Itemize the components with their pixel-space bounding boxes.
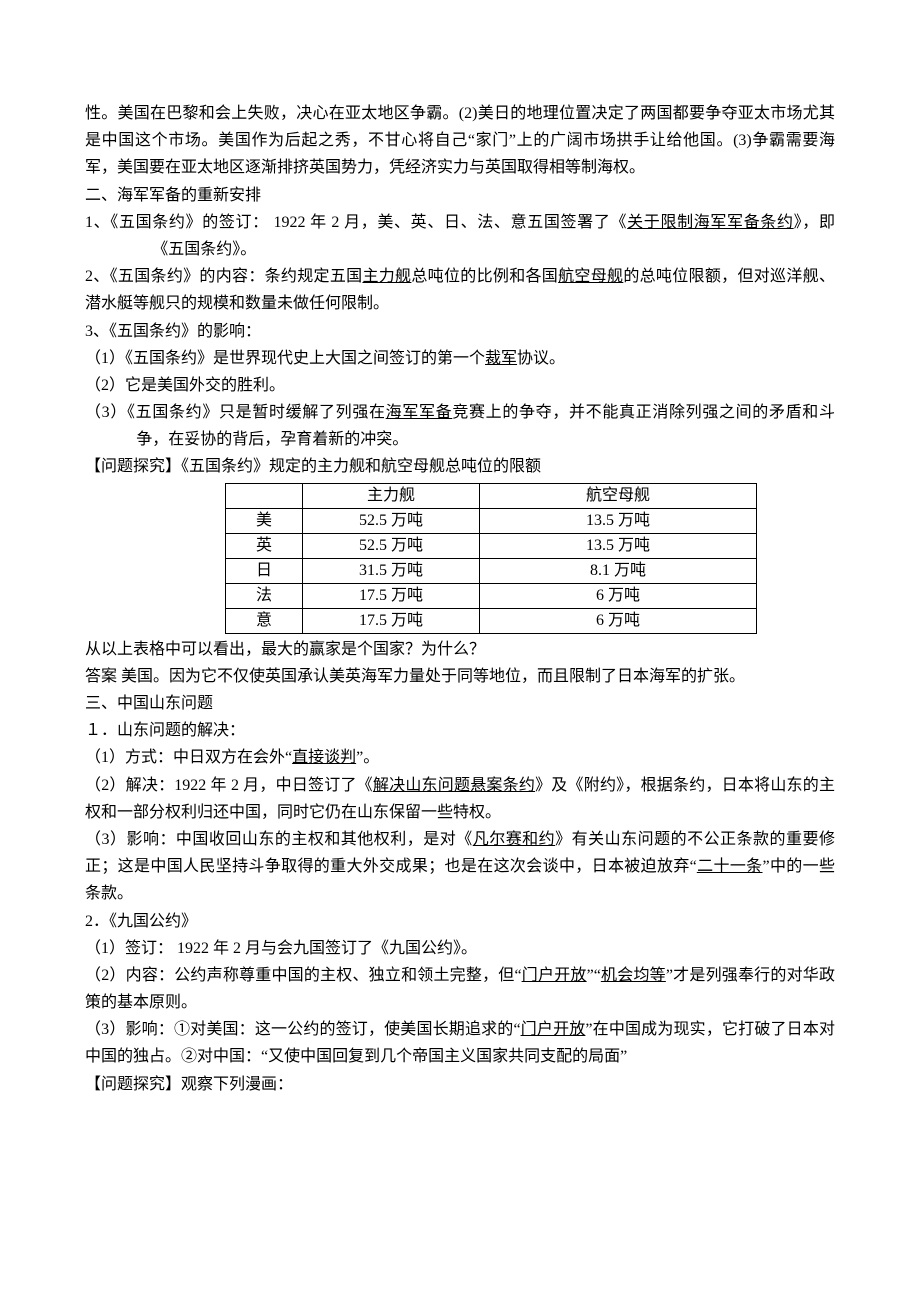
table-row: 英 52.5 万吨 13.5 万吨: [226, 533, 757, 558]
text: （2）内容：公约声称尊重中国的主权、独立和领土完整，但“: [85, 967, 522, 984]
text: （3）《五国条约》只是暂时缓解了列强在: [85, 404, 386, 421]
table-cell: 17.5 万吨: [303, 583, 480, 608]
text: 2、《五国条约》的内容：条约规定五国: [85, 268, 362, 285]
sec3-2-2: （2）内容：公约声称尊重中国的主权、独立和领土完整，但“门户开放”“机会均等”才…: [85, 962, 835, 1016]
table-cell: 13.5 万吨: [480, 533, 757, 558]
sec3-1-3: （3）影响：中国收回山东的主权和其他权利，是对《凡尔赛和约》有关山东问题的不公正…: [85, 826, 835, 908]
table-row: 日 31.5 万吨 8.1 万吨: [226, 558, 757, 583]
sec3-2-1: （1）签订： 1922 年 2 月与会九国签订了《九国公约》。: [85, 935, 835, 962]
table-header: 航空母舰: [480, 483, 757, 508]
text: ”。: [356, 749, 379, 766]
text: （1）方式：中日双方在会外“: [85, 749, 292, 766]
underline-disarmament: 裁军: [485, 350, 517, 367]
underline-capital-ship: 主力舰: [362, 268, 411, 285]
sec2-item3-3: （3）《五国条约》只是暂时缓解了列强在海军军备竞赛上的争夺，并不能真正消除列强之…: [85, 399, 835, 453]
inquiry-1-title: 【问题探究】《五国条约》规定的主力舰和航空母舰总吨位的限额: [85, 453, 835, 480]
tonnage-table: 主力舰 航空母舰 美 52.5 万吨 13.5 万吨 英 52.5 万吨 13.…: [225, 483, 757, 634]
table-cell: 6 万吨: [480, 608, 757, 633]
table-cell: 日: [226, 558, 303, 583]
table-cell: 17.5 万吨: [303, 608, 480, 633]
underline-naval-arms: 海军军备: [386, 404, 453, 421]
section-3-title: 三、中国山东问题: [85, 690, 835, 717]
underline-open-door: 门户开放: [522, 967, 587, 984]
table-cell: 法: [226, 583, 303, 608]
table-row: 法 17.5 万吨 6 万吨: [226, 583, 757, 608]
section-2-title: 二、海军军备的重新安排: [85, 182, 835, 209]
table-question: 从以上表格中可以看出，最大的赢家是个国家？为什么？: [85, 636, 835, 663]
sec3-1-1: （1）方式：中日双方在会外“直接谈判”。: [85, 744, 835, 771]
table-cell: 52.5 万吨: [303, 508, 480, 533]
sec2-item3-title: 3、《五国条约》的影响：: [85, 318, 835, 345]
table-header: [226, 483, 303, 508]
text: （3）影响：①对美国：这一公约的签订，使美国长期追求的“: [85, 1021, 521, 1038]
table-row: 美 52.5 万吨 13.5 万吨: [226, 508, 757, 533]
underline-21-demands: 二十一条: [697, 858, 763, 875]
table-header-row: 主力舰 航空母舰: [226, 483, 757, 508]
text: 协议。: [517, 350, 565, 367]
sec2-item2: 2、《五国条约》的内容：条约规定五国主力舰总吨位的比例和各国航空母舰的总吨位限额…: [85, 263, 835, 317]
underline-carrier: 航空母舰: [558, 268, 623, 285]
sec2-item1: 1、《五国条约》的签订： 1922 年 2 月，美、英、日、法、意五国签署了《关…: [85, 209, 835, 263]
underline-shandong-treaty: 解决山东问题悬案条约: [373, 777, 535, 794]
table-row: 意 17.5 万吨 6 万吨: [226, 608, 757, 633]
table-cell: 52.5 万吨: [303, 533, 480, 558]
sec3-2-3: （3）影响：①对美国：这一公约的签订，使美国长期追求的“门户开放”在中国成为现实…: [85, 1016, 835, 1070]
underline-versailles: 凡尔赛和约: [473, 831, 555, 848]
text: （3）影响：中国收回山东的主权和其他权利，是对《: [85, 831, 473, 848]
table-cell: 8.1 万吨: [480, 558, 757, 583]
table-cell: 6 万吨: [480, 583, 757, 608]
text: （1）《五国条约》是世界现代史上大国之间签订的第一个: [85, 350, 485, 367]
table-header: 主力舰: [303, 483, 480, 508]
sec2-item3-2: （2）它是美国外交的胜利。: [85, 372, 835, 399]
text: 总吨位的比例和各国: [411, 268, 558, 285]
text: 1、《五国条约》的签订： 1922 年 2 月，美、英、日、法、意五国签署了《: [85, 214, 627, 231]
intro-paragraph: 性。美国在巴黎和会上失败，决心在亚太地区争霸。(2)美日的地理位置决定了两国都要…: [85, 100, 835, 182]
sec3-sub2-title: 2．《九国公约》: [85, 908, 835, 935]
underline-treaty-name: 关于限制海军军备条约: [627, 214, 794, 231]
inquiry-2-title: 【问题探究】观察下列漫画：: [85, 1071, 835, 1098]
table-cell: 意: [226, 608, 303, 633]
document-page: 性。美国在巴黎和会上失败，决心在亚太地区争霸。(2)美日的地理位置决定了两国都要…: [0, 0, 920, 1158]
text: ”“: [587, 967, 601, 984]
table-cell: 英: [226, 533, 303, 558]
underline-equal-opportunity: 机会均等: [601, 967, 666, 984]
table-cell: 31.5 万吨: [303, 558, 480, 583]
table-cell: 13.5 万吨: [480, 508, 757, 533]
sec2-item3-1: （1）《五国条约》是世界现代史上大国之间签订的第一个裁军协议。: [85, 345, 835, 372]
sec3-1-2: （2）解决：1922 年 2 月，中日签订了《解决山东问题悬案条约》及《附约》，…: [85, 772, 835, 826]
text: （2）解决：1922 年 2 月，中日签订了《: [85, 777, 373, 794]
underline-direct-negotiation: 直接谈判: [292, 749, 356, 766]
answer-text: 答案 美国。因为它不仅使英国承认美英海军力量处于同等地位，而且限制了日本海军的扩…: [85, 663, 835, 690]
table-cell: 美: [226, 508, 303, 533]
underline-open-door-2: 门户开放: [521, 1021, 586, 1038]
sec3-sub1-title: １．山东问题的解决：: [85, 717, 835, 744]
